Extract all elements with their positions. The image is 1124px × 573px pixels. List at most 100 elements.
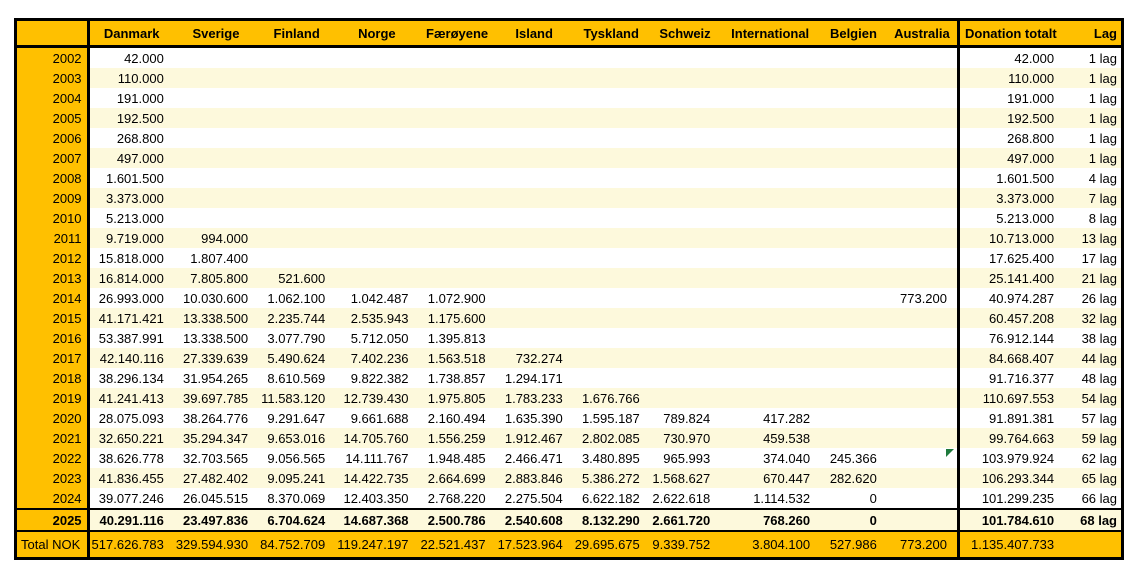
cell-f-r-yene-2025[interactable]: 2.500.786 — [418, 508, 496, 532]
cell-island-2014[interactable] — [495, 288, 573, 308]
cell-f-r-yene-2009[interactable] — [418, 188, 496, 208]
cell-island-2010[interactable] — [495, 208, 573, 228]
cell-f-r-yene-2004[interactable] — [418, 88, 496, 108]
cell-schweiz-2005[interactable] — [649, 108, 721, 128]
total-schweiz[interactable]: 9.339.752 — [649, 531, 721, 559]
cell-finland-2002[interactable] — [258, 46, 336, 68]
row-header-2005[interactable]: 2005 — [15, 108, 90, 128]
cell-f-r-yene-2014[interactable]: 1.072.900 — [418, 288, 496, 308]
cell-finland-2020[interactable]: 9.291.647 — [258, 408, 336, 428]
cell-norge-2018[interactable]: 9.822.382 — [335, 368, 419, 388]
cell-belgien-2014[interactable] — [820, 288, 887, 308]
cell-sverige-2024[interactable]: 26.045.515 — [173, 488, 259, 509]
cell-international-2011[interactable] — [720, 228, 821, 248]
cell-lag-2016[interactable]: 38 lag — [1066, 328, 1123, 348]
cell-australia-2012[interactable] — [886, 248, 959, 268]
cell-norge-2024[interactable]: 12.403.350 — [335, 488, 419, 509]
cell-lag-2003[interactable]: 1 lag — [1066, 68, 1123, 88]
cell-tyskland-2010[interactable] — [572, 208, 650, 228]
row-header-2016[interactable]: 2016 — [15, 328, 90, 348]
total-danmark[interactable]: 517.626.783 — [88, 531, 174, 559]
cell-norge-2005[interactable] — [335, 108, 419, 128]
cell-australia-2022[interactable] — [886, 448, 959, 468]
cell-finland-2003[interactable] — [258, 68, 336, 88]
row-header-2013[interactable]: 2013 — [15, 268, 90, 288]
cell-belgien-2005[interactable] — [820, 108, 887, 128]
cell-sverige-2014[interactable]: 10.030.600 — [173, 288, 259, 308]
cell-lag-2017[interactable]: 44 lag — [1066, 348, 1123, 368]
cell-international-2021[interactable]: 459.538 — [720, 428, 821, 448]
cell-sverige-2023[interactable]: 27.482.402 — [173, 468, 259, 488]
cell-danmark-2024[interactable]: 39.077.246 — [88, 488, 174, 509]
cell-f-r-yene-2021[interactable]: 1.556.259 — [418, 428, 496, 448]
cell-lag-2006[interactable]: 1 lag — [1066, 128, 1123, 148]
cell-belgien-2024[interactable]: 0 — [820, 488, 887, 509]
cell-belgien-2018[interactable] — [820, 368, 887, 388]
cell-sverige-2006[interactable] — [173, 128, 259, 148]
cell-norge-2023[interactable]: 14.422.735 — [335, 468, 419, 488]
cell-tyskland-2020[interactable]: 1.595.187 — [572, 408, 650, 428]
total-international[interactable]: 3.804.100 — [720, 531, 821, 559]
cell-donation-totalt-2007[interactable]: 497.000 — [957, 148, 1067, 168]
row-header-2012[interactable]: 2012 — [15, 248, 90, 268]
cell-belgien-2025[interactable]: 0 — [820, 508, 887, 532]
cell-island-2022[interactable]: 2.466.471 — [495, 448, 573, 468]
cell-donation-totalt-2005[interactable]: 192.500 — [957, 108, 1067, 128]
cell-schweiz-2018[interactable] — [649, 368, 721, 388]
cell-belgien-2008[interactable] — [820, 168, 887, 188]
cell-lag-2005[interactable]: 1 lag — [1066, 108, 1123, 128]
cell-danmark-2006[interactable]: 268.800 — [88, 128, 174, 148]
cell-schweiz-2021[interactable]: 730.970 — [649, 428, 721, 448]
cell-island-2016[interactable] — [495, 328, 573, 348]
cell-tyskland-2022[interactable]: 3.480.895 — [572, 448, 650, 468]
cell-donation-totalt-2022[interactable]: 103.979.924 — [957, 448, 1067, 468]
row-header-2011[interactable]: 2011 — [15, 228, 90, 248]
cell-tyskland-2009[interactable] — [572, 188, 650, 208]
cell-international-2006[interactable] — [720, 128, 821, 148]
cell-f-r-yene-2007[interactable] — [418, 148, 496, 168]
cell-australia-2014[interactable]: 773.200 — [886, 288, 959, 308]
cell-belgien-2023[interactable]: 282.620 — [820, 468, 887, 488]
row-header-2014[interactable]: 2014 — [15, 288, 90, 308]
cell-international-2009[interactable] — [720, 188, 821, 208]
row-header-2004[interactable]: 2004 — [15, 88, 90, 108]
cell-international-2007[interactable] — [720, 148, 821, 168]
cell-norge-2022[interactable]: 14.111.767 — [335, 448, 419, 468]
cell-danmark-2017[interactable]: 42.140.116 — [88, 348, 174, 368]
cell-australia-2009[interactable] — [886, 188, 959, 208]
row-header-2008[interactable]: 2008 — [15, 168, 90, 188]
cell-f-r-yene-2006[interactable] — [418, 128, 496, 148]
cell-belgien-2006[interactable] — [820, 128, 887, 148]
cell-belgien-2021[interactable] — [820, 428, 887, 448]
row-header-2022[interactable]: 2022 — [15, 448, 90, 468]
cell-danmark-2015[interactable]: 41.171.421 — [88, 308, 174, 328]
cell-tyskland-2014[interactable] — [572, 288, 650, 308]
row-header-2017[interactable]: 2017 — [15, 348, 90, 368]
cell-island-2018[interactable]: 1.294.171 — [495, 368, 573, 388]
cell-schweiz-2013[interactable] — [649, 268, 721, 288]
cell-schweiz-2004[interactable] — [649, 88, 721, 108]
cell-belgien-2015[interactable] — [820, 308, 887, 328]
row-header-2018[interactable]: 2018 — [15, 368, 90, 388]
cell-sverige-2011[interactable]: 994.000 — [173, 228, 259, 248]
cell-tyskland-2003[interactable] — [572, 68, 650, 88]
cell-sverige-2013[interactable]: 7.805.800 — [173, 268, 259, 288]
cell-norge-2013[interactable] — [335, 268, 419, 288]
cell-tyskland-2023[interactable]: 5.386.272 — [572, 468, 650, 488]
cell-danmark-2020[interactable]: 28.075.093 — [88, 408, 174, 428]
cell-island-2019[interactable]: 1.783.233 — [495, 388, 573, 408]
cell-lag-2025[interactable]: 68 lag — [1066, 508, 1123, 532]
cell-danmark-2013[interactable]: 16.814.000 — [88, 268, 174, 288]
cell-tyskland-2018[interactable] — [572, 368, 650, 388]
cell-lag-2008[interactable]: 4 lag — [1066, 168, 1123, 188]
cell-international-2016[interactable] — [720, 328, 821, 348]
cell-finland-2010[interactable] — [258, 208, 336, 228]
cell-finland-2021[interactable]: 9.653.016 — [258, 428, 336, 448]
cell-tyskland-2017[interactable] — [572, 348, 650, 368]
cell-danmark-2008[interactable]: 1.601.500 — [88, 168, 174, 188]
cell-schweiz-2023[interactable]: 1.568.627 — [649, 468, 721, 488]
cell-lag-2021[interactable]: 59 lag — [1066, 428, 1123, 448]
cell-donation-totalt-2004[interactable]: 191.000 — [957, 88, 1067, 108]
cell-finland-2004[interactable] — [258, 88, 336, 108]
cell-tyskland-2015[interactable] — [572, 308, 650, 328]
